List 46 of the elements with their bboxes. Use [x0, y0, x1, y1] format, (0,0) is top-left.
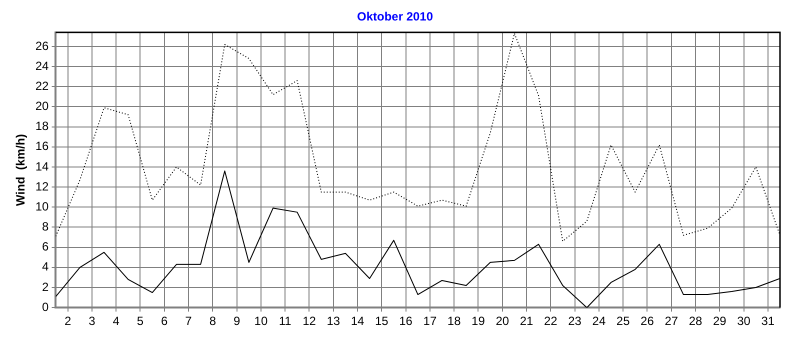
y-tick-label: 20	[35, 99, 50, 114]
y-tick-label: 8	[42, 220, 50, 234]
x-tick-label: 27	[664, 314, 678, 328]
x-tick-label: 13	[326, 314, 340, 328]
y-tick-label: 24	[35, 58, 50, 73]
y-tick-label: 26	[35, 38, 50, 53]
x-tick-label: 25	[616, 314, 630, 328]
x-tick-label: 8	[209, 314, 216, 328]
y-tick-label: 16	[35, 139, 50, 154]
x-tick-label: 18	[447, 314, 462, 328]
x-tick-label: 6	[161, 314, 168, 328]
x-tick-label: 15	[374, 314, 389, 328]
x-tick-label: 11	[278, 314, 292, 328]
x-tick-label: 10	[254, 314, 268, 328]
y-tick-label: 22	[35, 78, 50, 93]
y-tick-label: 10	[35, 199, 50, 214]
x-tick-label: 31	[761, 314, 775, 328]
y-tick-label: 2	[42, 280, 50, 294]
x-tick-label: 4	[112, 314, 120, 328]
x-tick-label: 30	[737, 314, 751, 328]
y-axis-title: Wind (km/h)	[14, 134, 28, 206]
x-tick-label: 21	[520, 314, 534, 328]
x-tick-label: 22	[544, 314, 558, 328]
chart-title: Oktober 2010	[356, 10, 434, 24]
x-tick-label: 2	[64, 314, 72, 328]
x-tick-label: 28	[688, 314, 702, 328]
y-tick-label: 14	[35, 159, 50, 174]
y-tick-label: 12	[35, 179, 50, 194]
y-tick-label: 18	[35, 119, 50, 134]
y-tick-label: 6	[42, 240, 50, 254]
x-tick-label: 12	[302, 314, 316, 328]
x-tick-label: 17	[423, 314, 437, 328]
y-tick-label: 0	[42, 300, 50, 314]
x-tick-label: 5	[136, 314, 144, 328]
x-tick-label: 26	[640, 314, 654, 328]
x-tick-label: 9	[233, 314, 240, 328]
x-tick-label: 29	[712, 314, 727, 328]
x-tick-label: 3	[88, 314, 96, 328]
x-tick-label: 14	[350, 314, 365, 328]
x-tick-label: 20	[496, 314, 510, 328]
x-tick-label: 16	[399, 314, 413, 328]
x-tick-label: 19	[472, 314, 486, 328]
x-tick-label: 24	[592, 314, 606, 328]
x-tick-label: 7	[185, 314, 192, 328]
y-tick-label: 4	[42, 260, 50, 274]
x-tick-label: 23	[568, 314, 582, 328]
